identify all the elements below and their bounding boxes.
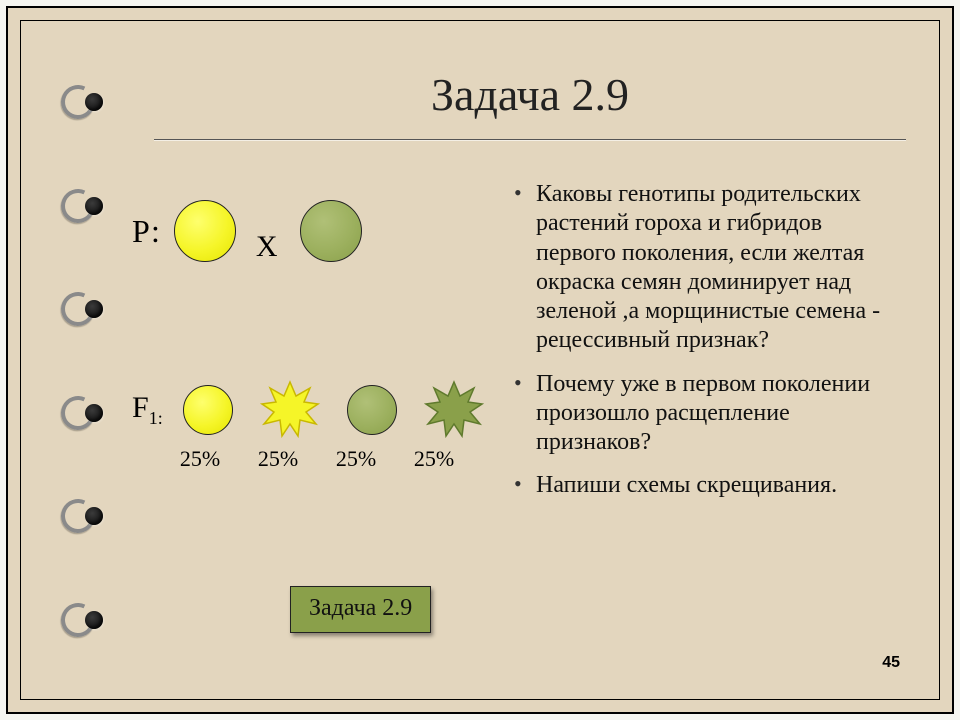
slide-canvas: Задача 2.9 Р: Х F1: (20, 20, 940, 700)
content-area: Р: Х F1: (132, 180, 902, 660)
bullet-item: Напиши схемы скрещивания. (536, 471, 902, 500)
f1-row: F1: (132, 380, 491, 440)
bullet-item: Каковы генотипы родительских растений го… (536, 180, 902, 356)
cross-symbol: Х (256, 230, 278, 264)
spiral-binding (62, 20, 108, 700)
offspring-4 (417, 380, 491, 440)
page-number: 45 (882, 654, 900, 672)
diagram-column: Р: Х F1: (132, 180, 492, 660)
parent-row: Р: Х (132, 200, 362, 262)
pct-2: 25% (242, 446, 314, 472)
answer-button[interactable]: Задача 2.9 (290, 586, 431, 633)
seed-green-smooth-icon (347, 385, 397, 435)
pct-3: 25% (320, 446, 392, 472)
bullet-list: Каковы генотипы родительских растений го… (512, 180, 902, 501)
p-label: Р: (132, 213, 160, 250)
seed-yellow-smooth-icon (183, 385, 233, 435)
text-column: Каковы генотипы родительских растений го… (512, 180, 902, 660)
seed-yellow-wrinkled-icon (260, 380, 320, 440)
f1-label: F1: (132, 391, 163, 429)
pct-1: 25% (164, 446, 236, 472)
slide-title: Задача 2.9 (150, 68, 910, 139)
bullet-item: Почему уже в первом поколении произошло … (536, 370, 902, 458)
parent-yellow-seed (174, 200, 236, 262)
offspring-2 (253, 380, 327, 440)
percent-row: 25% 25% 25% 25% (164, 446, 470, 472)
seed-green-wrinkled-icon (424, 380, 484, 440)
parent-green-seed (300, 200, 362, 262)
offspring-1 (171, 385, 245, 435)
pct-4: 25% (398, 446, 470, 472)
title-block: Задача 2.9 (150, 68, 910, 140)
title-divider (154, 139, 906, 140)
offspring-3 (335, 385, 409, 435)
